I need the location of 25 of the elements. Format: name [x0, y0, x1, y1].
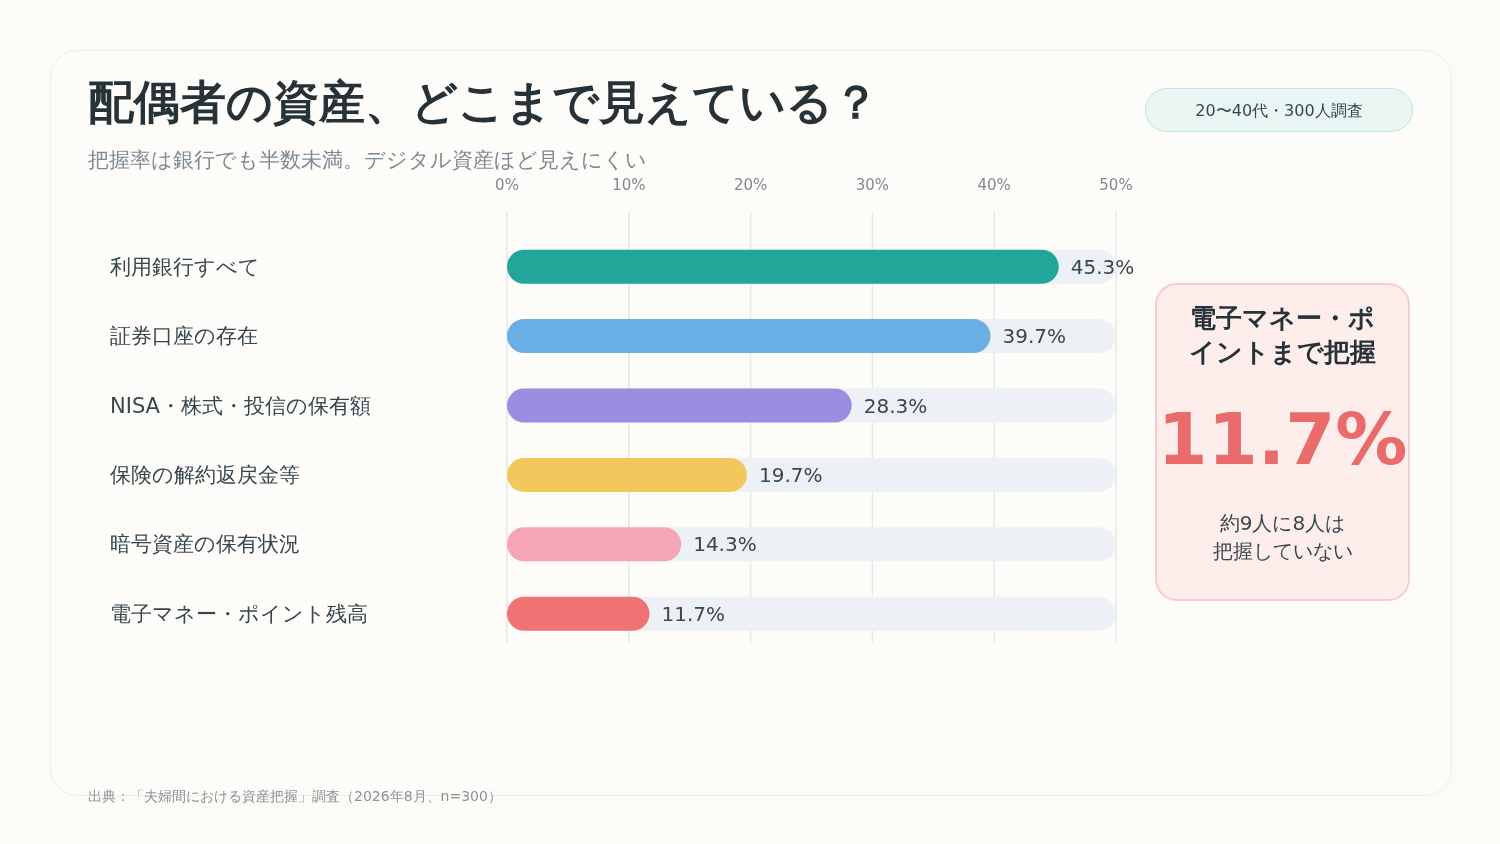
text: 電子マネー・ポイントまで把握	[1188, 302, 1377, 369]
data-label: 45.3%	[1070, 254, 1135, 279]
data-label: 28.3%	[863, 393, 928, 418]
chart-subtitle: 把握率は銀行でも半数未満。デジタル資産ほど見えにくい	[88, 147, 647, 174]
text: 約9人に8人は把握していない	[1211, 510, 1354, 565]
data-label: 14.3%	[693, 532, 757, 557]
x-tick-label: 30%	[855, 176, 890, 194]
x-tick-label: 50%	[1099, 176, 1133, 194]
x-tick-label: 10%	[612, 176, 646, 194]
text: 20〜40代・300人調査	[1145, 88, 1413, 132]
x-tick-label: 40%	[977, 176, 1011, 194]
data-label: 11.7%	[661, 601, 726, 626]
chart-title: 配偶者の資産、どこまで見えている？	[88, 74, 879, 131]
y-tick-label: 暗号資産の保有状況	[110, 532, 300, 557]
source-note: 出典：「夫婦間における資産把握」調査（2026年8月、n=300）	[88, 788, 502, 806]
y-tick-label: 証券口座の存在	[110, 324, 258, 349]
y-tick-label: 保険の解約返戻金等	[110, 462, 300, 487]
data-label: 19.7%	[758, 462, 823, 487]
y-tick-label: NISA・株式・投信の保有額	[110, 393, 371, 418]
data-label: 39.7%	[1002, 324, 1067, 349]
x-tick-label: 20%	[733, 176, 768, 194]
y-tick-label: 電子マネー・ポイント残高	[110, 601, 368, 626]
y-tick-label: 利用銀行すべて	[110, 254, 260, 279]
x-tick-label: 0%	[495, 176, 519, 194]
text: 11.7%	[1157, 397, 1408, 481]
